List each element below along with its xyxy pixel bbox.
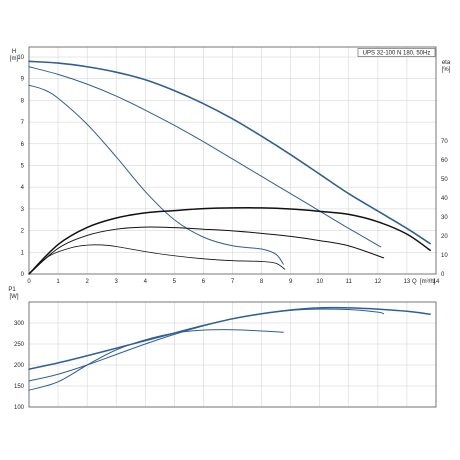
x-tick-label: 5	[173, 279, 177, 285]
y-tick-label-power: 300	[14, 321, 25, 327]
y-tick-label-eta: 20	[441, 234, 448, 240]
bottom-plot-frame	[28, 301, 437, 408]
efficiency-curve-5	[28, 226, 385, 275]
y-tick-label-head: 8	[21, 98, 25, 104]
x-tick-label: 14	[433, 279, 440, 285]
y-tick-label-eta: 40	[441, 196, 448, 202]
power-curve-3	[28, 329, 284, 391]
bottom-tick-labels: 100 150 200 250 300	[14, 321, 25, 411]
y-axis-label-power: P1	[8, 287, 16, 293]
y-tick-label-head: 4	[21, 185, 25, 191]
model-label-box	[357, 48, 436, 57]
y-tick-label-head: 0	[21, 272, 25, 278]
x-tick-label: 3	[115, 279, 119, 285]
y-axis-unit-power: [W]	[10, 294, 19, 300]
x-tick-label: 10	[316, 279, 323, 285]
y-tick-label-eta: 60	[441, 158, 448, 164]
x-tick-label: 8	[260, 279, 264, 285]
y-tick-label-head: 2	[21, 229, 25, 235]
y-tick-label-power: 150	[14, 384, 25, 390]
x-axis-label-q: Q	[412, 279, 417, 285]
y-tick-label-eta: 70	[441, 139, 448, 145]
x-tick-label: 4	[144, 279, 148, 285]
y-axis-label-eta: eta	[442, 60, 451, 66]
head-curve-1	[28, 60, 431, 245]
model-label: UPS 32-100 N 180, 50Hz	[363, 51, 431, 57]
y-tick-label-head: 5	[21, 164, 25, 170]
efficiency-curve-6	[28, 244, 286, 275]
y-tick-label-power: 250	[14, 342, 25, 348]
head-curve-3	[28, 84, 284, 265]
y-tick-label-power: 200	[14, 363, 25, 369]
y-tick-label-head: 6	[21, 142, 25, 148]
y-tick-label-head: 3	[21, 207, 25, 213]
y-tick-label-eta: 0	[441, 272, 445, 278]
x-tick-label: 2	[85, 279, 89, 285]
x-tick-label: 13	[404, 279, 411, 285]
y-axis-unit-head: [m]	[10, 56, 19, 62]
y-tick-label-head: 1	[21, 250, 25, 256]
top-tick-labels: 0 1 2 3 4 5 6 7 8 9 10 11 12 13 1401234567891001020304…	[17, 55, 448, 285]
x-tick-label: 12	[375, 279, 382, 285]
x-tick-label: 1	[56, 279, 60, 285]
x-axis-unit-q: [m³/h]	[420, 279, 436, 285]
y-axis-label-head: H	[12, 49, 16, 55]
y-tick-label-head: 9	[21, 77, 25, 83]
y-tick-label-eta: 30	[441, 215, 448, 221]
y-tick-label-power: 100	[14, 405, 25, 411]
x-tick-label: 0	[27, 279, 31, 285]
y-tick-label-eta: 10	[441, 253, 448, 259]
y-tick-label-head: 7	[21, 120, 25, 126]
x-tick-label: 9	[289, 279, 293, 285]
x-tick-label: 7	[231, 279, 235, 285]
x-tick-label: 6	[202, 279, 206, 285]
bottom-series-lines	[28, 306, 431, 391]
top-plot-frame	[28, 46, 437, 275]
efficiency-curve-4	[28, 207, 431, 275]
y-tick-label-eta: 50	[441, 177, 448, 183]
y-tick-label-head: 10	[17, 55, 24, 61]
x-tick-label: 11	[346, 279, 353, 285]
y-axis-unit-eta: [%]	[442, 67, 451, 73]
top-series-lines	[28, 60, 431, 275]
